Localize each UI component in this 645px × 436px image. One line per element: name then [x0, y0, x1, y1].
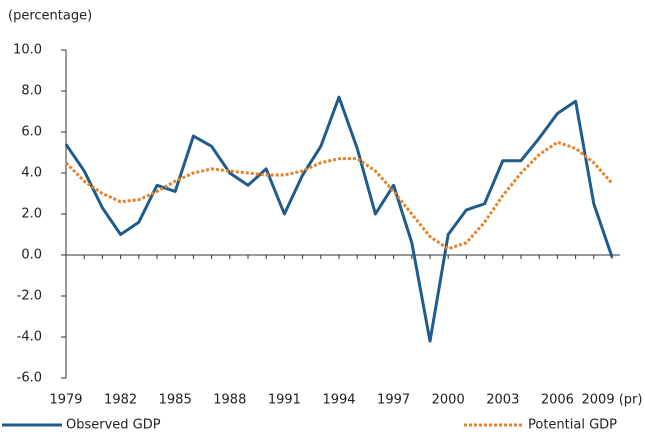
y-axis-label: (percentage): [8, 9, 92, 24]
x-tick-label: 1988: [213, 393, 246, 408]
x-tick-label: 2000: [432, 393, 465, 408]
legend-label: Potential GDP: [528, 418, 617, 433]
y-tick-label: 6.0: [21, 125, 42, 140]
x-tick-label: 1997: [377, 393, 410, 408]
y-tick-label: -4.0: [17, 330, 42, 345]
y-tick-label: -6.0: [17, 371, 42, 386]
y-tick-label: 10.0: [13, 43, 42, 58]
x-tick-label: 1979: [49, 393, 82, 408]
legend-label: Observed GDP: [66, 418, 161, 433]
series-line: [64, 95, 614, 343]
y-tick-label: 0.0: [21, 248, 42, 263]
x-tick-label: 1994: [322, 393, 355, 408]
x-tick-label: 1982: [104, 393, 137, 408]
y-tick-label: 8.0: [21, 84, 42, 99]
series-line: [64, 140, 614, 251]
x-tick-label: 1985: [159, 393, 192, 408]
y-tick-label: -2.0: [17, 289, 42, 304]
y-tick-label: 4.0: [21, 166, 42, 181]
x-tick-label: 2009 (pr): [582, 393, 643, 408]
x-tick-label: 2006: [541, 393, 574, 408]
y-tick-label: 2.0: [21, 207, 42, 222]
x-tick-label: 1991: [268, 393, 301, 408]
x-tick-label: 2003: [486, 393, 519, 408]
